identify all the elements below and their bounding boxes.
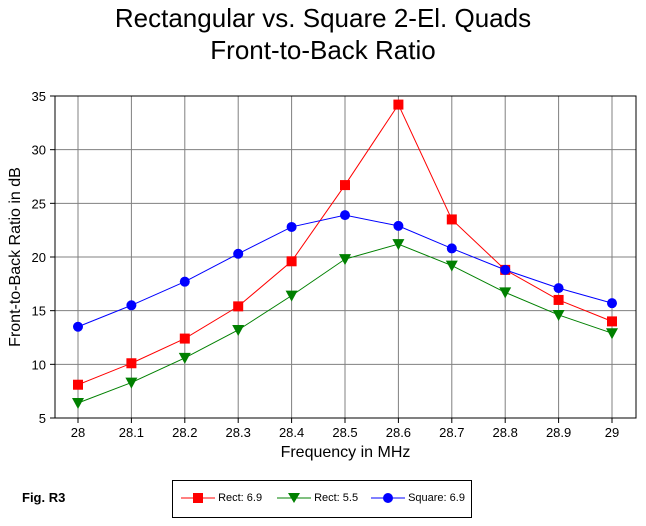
- data-point: [607, 298, 617, 309]
- data-point: [392, 239, 405, 251]
- x-tick-label: 28.7: [439, 425, 464, 440]
- x-tick-label: 28.1: [119, 425, 144, 440]
- x-tick-label: 28.3: [226, 425, 251, 440]
- data-point: [500, 264, 511, 275]
- data-point: [179, 333, 190, 344]
- data-point: [445, 260, 458, 272]
- legend-swatch-rect-6-9: [181, 493, 215, 503]
- legend-item-square-6-9: Square: 6.9: [371, 491, 465, 505]
- data-point: [446, 243, 457, 254]
- data-point: [552, 309, 565, 321]
- legend-swatch-rect-5-5: [277, 493, 311, 503]
- legend-item-rect-5-5: Rect: 5.5: [277, 491, 358, 505]
- data-point: [233, 248, 244, 259]
- data-point: [340, 210, 350, 221]
- legend-item-rect-6-9: Rect: 6.9: [181, 491, 262, 505]
- data-point: [73, 321, 83, 332]
- y-tick-label: 10: [32, 357, 46, 372]
- x-axis: 28 28.1 28.2 28.3 28.4 28.5 28.6 28.7 28.8 28.9 29: [71, 418, 619, 440]
- data-point: [72, 397, 84, 409]
- data-point: [126, 300, 137, 311]
- legend-swatch-square-6-9: [371, 493, 405, 503]
- y-tick-label: 35: [32, 89, 46, 104]
- legend-label-square-6-9: Square: 6.9: [408, 492, 465, 504]
- data-point: [446, 214, 457, 225]
- data-point: [607, 316, 617, 327]
- data-point: [179, 276, 190, 287]
- data-point: [606, 328, 618, 340]
- chart-subtitle: Front-to-Back Ratio: [210, 35, 436, 65]
- data-point: [285, 290, 298, 302]
- x-tick-label: 28: [71, 425, 85, 440]
- data-point: [553, 283, 564, 294]
- data-point: [286, 221, 297, 232]
- y-axis: 5 10 15 20 25 30 35: [32, 89, 55, 426]
- y-tick-label: 30: [32, 143, 46, 158]
- y-axis-title: Front-to-Back Ratio in dB: [7, 167, 24, 347]
- x-axis-title: Frequency in MHz: [281, 444, 411, 461]
- x-tick-label: 28.2: [172, 425, 197, 440]
- y-tick-label: 5: [39, 411, 46, 426]
- data-point: [286, 256, 297, 267]
- data-point: [339, 254, 351, 266]
- legend-label-rect-6-9: Rect: 6.9: [218, 492, 263, 504]
- data-point: [553, 294, 564, 305]
- data-point: [233, 301, 244, 312]
- chart-title: Rectangular vs. Square 2-El. Quads: [114, 3, 532, 33]
- y-tick-label: 15: [32, 304, 46, 319]
- data-point: [393, 220, 404, 231]
- data-point: [499, 287, 512, 299]
- data-point: [393, 99, 404, 110]
- series-3: [73, 210, 617, 332]
- figure-label: Fig. R3: [22, 490, 66, 505]
- line-chart: 28 28.1 28.2 28.3 28.4 28.5 28.6 28.7 28.8 28.9 29…: [7, 89, 637, 461]
- y-tick-label: 25: [32, 196, 46, 211]
- legend-label-rect-5-5: Rect: 5.5: [314, 492, 359, 504]
- x-tick-label: 28.5: [332, 425, 357, 440]
- data-point: [73, 379, 83, 390]
- legend: Rect: 6.9 Rect: 5.5 Square: 6.9: [172, 480, 472, 518]
- data-point: [232, 324, 245, 336]
- x-tick-label: 28.6: [386, 425, 411, 440]
- x-tick-label: 28.8: [493, 425, 518, 440]
- data-point: [126, 358, 137, 369]
- series-2: [72, 239, 618, 409]
- data-point: [125, 377, 138, 389]
- x-tick-label: 28.4: [279, 425, 304, 440]
- data-point: [340, 180, 350, 191]
- x-tick-label: 28.9: [546, 425, 571, 440]
- data-point: [178, 352, 191, 364]
- series-layer: [72, 99, 618, 409]
- x-tick-label: 29: [605, 425, 619, 440]
- series-1: [73, 99, 617, 390]
- y-tick-label: 20: [32, 250, 46, 265]
